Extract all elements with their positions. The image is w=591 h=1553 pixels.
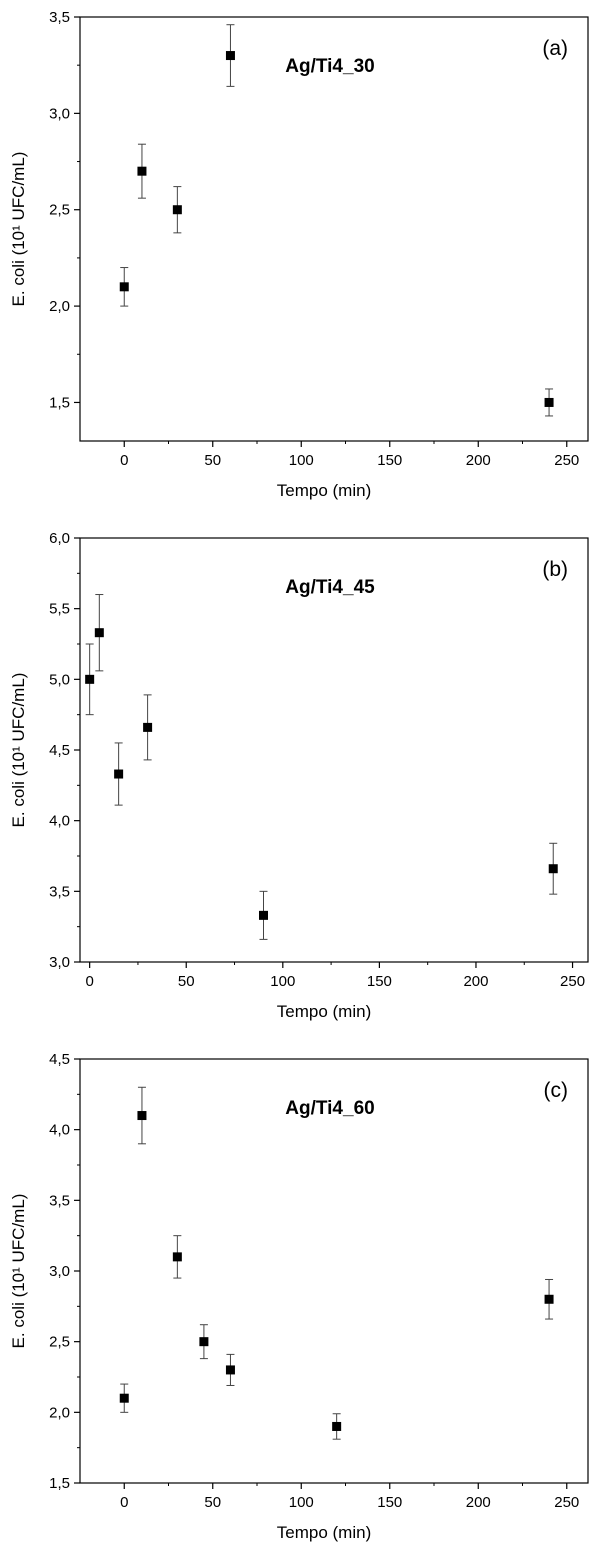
y-tick-label: 4,5 xyxy=(49,742,70,759)
y-tick-label: 1,5 xyxy=(49,394,70,411)
y-axis-title: E. coli (10¹ UFC/mL) xyxy=(9,673,28,828)
y-tick-label: 4,0 xyxy=(49,1122,70,1139)
y-axis-title: E. coli (10¹ UFC/mL) xyxy=(9,1194,28,1349)
data-point xyxy=(332,1422,341,1431)
y-tick-label: 3,5 xyxy=(49,9,70,26)
x-tick-label: 200 xyxy=(466,1494,491,1511)
panel-title: Ag/Ti4_30 xyxy=(285,56,374,77)
y-tick-label: 4,0 xyxy=(49,813,70,830)
y-tick-label: 2,5 xyxy=(49,202,70,219)
data-point xyxy=(226,1365,235,1374)
y-axis-title: E. coli (10¹ UFC/mL) xyxy=(9,152,28,307)
x-axis-title: Tempo (min) xyxy=(277,1002,371,1021)
x-tick-label: 100 xyxy=(270,973,295,990)
x-tick-label: 100 xyxy=(289,452,314,469)
data-point xyxy=(95,628,104,637)
x-tick-label: 200 xyxy=(466,452,491,469)
x-tick-label: 150 xyxy=(377,452,402,469)
y-tick-label: 2,5 xyxy=(49,1334,70,1351)
y-tick-label: 3,0 xyxy=(49,105,70,122)
chart-panel-c: 0 50 100 150 200 250 1,5 2,0 2,5 3,0 3,5 4,0 4,5 Temp… xyxy=(0,1042,591,1553)
y-tick-label: 3,5 xyxy=(49,1192,70,1209)
data-point xyxy=(545,1295,554,1304)
data-point xyxy=(143,723,152,732)
plot-frame xyxy=(80,17,588,441)
y-tick-label: 3,0 xyxy=(49,954,70,971)
panel-tag: (a) xyxy=(542,37,568,60)
data-point xyxy=(549,864,558,873)
x-tick-label: 50 xyxy=(204,452,221,469)
chart-panel-a: 0 50 100 150 200 250 1,5 2,0 2,5 3,0 3,5 Tempo (min… xyxy=(0,0,591,511)
chart-svg-a: 0 50 100 150 200 250 1,5 2,0 2,5 3,0 3,5 Tempo (min… xyxy=(0,0,591,511)
x-tick-label: 250 xyxy=(554,1494,579,1511)
y-tick-label: 3,5 xyxy=(49,883,70,900)
chart-panel-b: 0 50 100 150 200 250 3,0 3,5 4,0 4,5 5,0 5,5 6,0 Temp… xyxy=(0,521,591,1032)
data-point xyxy=(137,167,146,176)
panel-title: Ag/Ti4_45 xyxy=(285,577,375,598)
x-tick-label: 250 xyxy=(560,973,585,990)
panel-tag: (c) xyxy=(544,1079,569,1102)
data-point xyxy=(120,1394,129,1403)
x-tick-label: 200 xyxy=(463,973,488,990)
x-axis-title: Tempo (min) xyxy=(277,481,371,500)
panel-tag: (b) xyxy=(542,558,568,581)
data-point xyxy=(545,398,554,407)
x-tick-label: 150 xyxy=(367,973,392,990)
data-point xyxy=(173,1252,182,1261)
data-point xyxy=(120,282,129,291)
plot-frame xyxy=(80,1059,588,1483)
data-point xyxy=(137,1111,146,1120)
data-point xyxy=(173,205,182,214)
x-tick-label: 50 xyxy=(204,1494,221,1511)
plot-frame xyxy=(80,538,588,962)
x-tick-label: 0 xyxy=(120,452,128,469)
data-point xyxy=(226,51,235,60)
y-tick-label: 4,5 xyxy=(49,1051,70,1068)
x-tick-label: 100 xyxy=(289,1494,314,1511)
chart-svg-b: 0 50 100 150 200 250 3,0 3,5 4,0 4,5 5,0 5,5 6,0 Temp… xyxy=(0,521,591,1032)
x-tick-label: 50 xyxy=(178,973,195,990)
panel-title: Ag/Ti4_60 xyxy=(285,1098,374,1119)
y-tick-label: 3,0 xyxy=(49,1263,70,1280)
x-tick-label: 250 xyxy=(554,452,579,469)
y-tick-label: 2,0 xyxy=(49,1404,70,1421)
data-point xyxy=(199,1337,208,1346)
y-tick-label: 6,0 xyxy=(49,530,70,547)
x-tick-label: 0 xyxy=(120,1494,128,1511)
x-axis-title: Tempo (min) xyxy=(277,1523,371,1542)
data-point xyxy=(259,911,268,920)
data-point xyxy=(85,675,94,684)
y-tick-label: 5,5 xyxy=(49,601,70,618)
x-tick-label: 150 xyxy=(377,1494,402,1511)
data-point xyxy=(114,770,123,779)
y-tick-label: 1,5 xyxy=(49,1475,70,1492)
x-tick-label: 0 xyxy=(85,973,93,990)
y-tick-label: 5,0 xyxy=(49,671,70,688)
chart-svg-c: 0 50 100 150 200 250 1,5 2,0 2,5 3,0 3,5 4,0 4,5 Temp… xyxy=(0,1042,591,1553)
y-tick-label: 2,0 xyxy=(49,298,70,315)
